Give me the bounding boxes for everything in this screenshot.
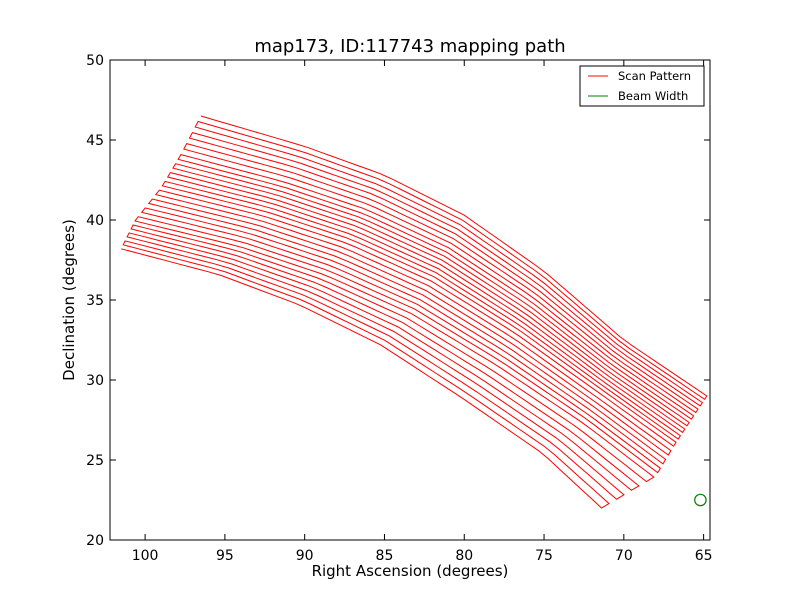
legend-label-beam-width: Beam Width [618,89,688,103]
y-tick-label: 35 [86,293,104,309]
y-tick-label: 30 [86,373,104,389]
x-tick-label: 75 [535,548,553,564]
y-tick-label: 20 [86,533,104,549]
x-tick-label: 90 [296,548,314,564]
plot-area [121,115,708,509]
beam-width-circle [694,493,707,507]
x-tick-label: 80 [455,548,473,564]
chart-title: map173, ID:117743 mapping path [254,36,565,57]
legend-box [579,65,705,107]
y-tick-label: 40 [86,213,104,229]
x-tick-label: 70 [615,548,633,564]
x-axis-label: Right Ascension (degrees) [312,562,509,580]
scan-pattern-line [121,115,708,509]
x-tick-label: 95 [216,548,234,564]
x-tick-label: 100 [132,548,159,564]
legend: Scan Pattern Beam Width [579,65,705,107]
y-axis-label: Declination (degrees) [60,219,78,381]
x-tick-label: 85 [376,548,394,564]
legend-label-scan-pattern: Scan Pattern [618,69,691,83]
y-tick-label: 25 [86,453,104,469]
y-tick-label: 50 [86,53,104,69]
axis-ticks: 100 95 90 85 80 75 70 65 20 25 30 35 40 45 50 [86,53,712,564]
y-tick-label: 45 [86,133,104,149]
x-tick-label: 65 [695,548,713,564]
